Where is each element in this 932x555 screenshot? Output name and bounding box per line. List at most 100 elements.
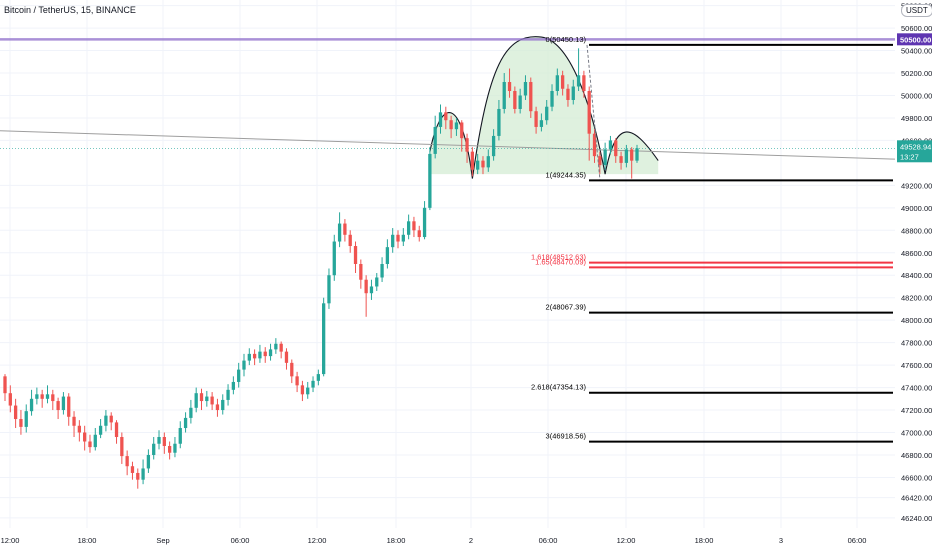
candle [529,77,533,118]
candle [56,397,60,420]
candle [274,338,278,354]
candle [178,421,182,449]
candle-body [529,82,533,112]
y-tick-label: 47800.00 [901,339,932,348]
candle-body [555,75,559,91]
candle-body [513,90,517,109]
candle [237,362,241,388]
y-tick-label: 49200.00 [901,181,932,190]
candle-body [470,151,475,170]
candle [428,147,432,211]
current-price-badge [897,140,932,163]
candle [247,348,251,366]
candle-body [369,286,374,294]
candle [523,75,528,100]
candle-body [183,417,188,429]
candle-body [635,148,639,161]
candle-body [162,437,166,446]
fib-level-label: 0(50450.13) [546,35,587,44]
candle-body [337,223,342,242]
candle-body [104,415,108,426]
candle [93,428,97,451]
candle-body [120,437,124,457]
candle-body [561,75,565,89]
candle-body [433,126,437,154]
candle-body [306,387,310,395]
candle-body [550,90,554,107]
candle [449,115,453,139]
candle [582,70,586,98]
candle-body [438,112,443,127]
resistance-price-label: 50500.00 [900,35,931,44]
y-tick-label: 46240.00 [901,514,932,523]
candle [406,214,411,240]
fib-level-label: 2.618(47354.13) [531,383,587,392]
candle-body [587,90,591,134]
pattern-layer [429,36,659,179]
axes-layer: 50800.0050600.0050400.0050200.0050000.00… [1,2,932,545]
candle [608,135,613,154]
candle-body [486,156,490,168]
candle-body [481,160,485,168]
candle-body [502,82,506,109]
candle-body [141,468,145,480]
candle-body [51,394,55,402]
candle-body [268,349,273,357]
y-tick-label: 48800.00 [901,226,932,235]
x-tick-label: 18:00 [695,536,714,545]
candle [545,99,549,125]
candle [300,380,305,402]
y-tick-label: 49000.00 [901,204,932,213]
candle-body [205,396,209,402]
candle-body [608,140,613,150]
candle [624,144,629,168]
x-tick-label: 2 [469,536,473,545]
candle [205,390,209,407]
candle-body [507,82,512,91]
fib-level-label: 1(49244.35) [546,170,587,179]
x-tick-label: 18:00 [78,536,97,545]
candle [24,404,28,433]
candle [40,389,44,408]
candle [35,387,39,405]
candle-body [114,422,119,438]
candle-body [279,343,283,352]
currency-button[interactable]: USDT [901,4,932,17]
y-tick-label: 49800.00 [901,114,932,123]
x-tick-label: 12:00 [1,536,20,545]
candle [146,449,151,473]
candle [375,272,379,291]
y-tick-label: 48400.00 [901,271,932,280]
fib-level-label: 2(48067.39) [546,303,587,312]
y-tick-label: 46600.00 [901,473,932,482]
candle-body [380,264,384,278]
fib-level-label: 3(46918.56) [546,432,587,441]
candle [322,297,326,377]
candle-body [311,380,315,388]
candle [460,120,464,152]
candle [189,399,193,424]
candle [130,461,135,480]
candle [152,437,156,460]
symbol-title: Bitcoin / TetherUS, 15, BINANCE [4,5,136,15]
candle [635,144,639,163]
candle-body [444,112,448,121]
candle-body [237,369,241,382]
candle [518,88,522,114]
candle [13,398,18,429]
trendline [0,130,896,160]
candle [72,411,76,438]
candle [311,376,315,393]
candle [221,394,225,415]
candle-body [348,234,352,247]
candle-body [67,396,71,417]
y-tick-label: 47400.00 [901,384,932,393]
candle-body [428,153,432,208]
candle [136,468,140,489]
candle [507,68,512,98]
candle [258,344,262,363]
candle-body [545,106,549,121]
candle-body [518,95,522,109]
